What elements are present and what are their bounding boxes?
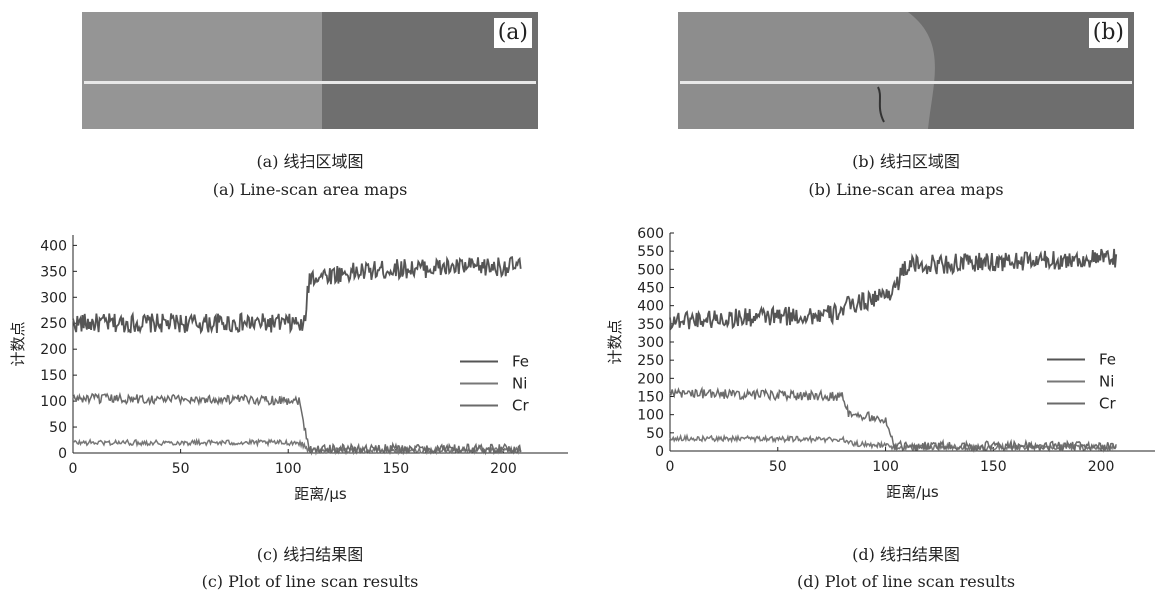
caption-d-en: (d) Plot of line scan results [796,572,1016,591]
scan-line-b [680,81,1132,84]
y-tick-label: 0 [58,446,67,462]
chart-c: 0 50 100 150 200 250 300 350 400 0 50 100 150 200 距离/μ… [9,235,568,503]
x-tick-label: 100 [872,459,899,475]
y-tick-label: 150 [40,368,67,384]
y-tick-label: 350 [40,264,67,280]
y-tick-label: 250 [40,316,67,332]
y-axis-label: 计数点 [9,321,27,366]
y-tick-label: 100 [637,408,664,424]
caption-b-cn: (b) 线扫区域图 [852,152,960,171]
chart-d: 0 50 100 150 200 250 300 350 400 450 500 550 600 0 50 1… [606,226,1155,501]
panel-tag-b: (b) [1088,18,1128,48]
x-tick-label: 50 [172,461,190,477]
caption-a-en: (a) Line-scan area maps [212,180,408,199]
x-tick-label: 0 [69,461,78,477]
series-line-fe [669,248,1118,331]
y-tick-label: 150 [637,390,664,406]
legend-label-fe: Fe [512,352,529,370]
series-line-fe [72,255,522,335]
y-tick-label: 300 [637,335,664,351]
panel-tag-a: (a) [493,18,532,48]
series-line-cr [72,391,522,456]
legend-label-fe: Fe [1099,350,1116,368]
x-tick-label: 100 [275,461,302,477]
caption-d-cn: (d) 线扫结果图 [852,545,960,564]
x-tick-label: 150 [980,459,1007,475]
y-tick-label: 400 [40,238,67,254]
y-tick-label: 450 [637,281,664,297]
series-line-ni [669,433,1117,453]
y-axis-label: 计数点 [606,319,624,364]
caption-a-cn: (a) 线扫区域图 [256,152,364,171]
y-tick-label: 50 [49,420,67,436]
y-tick-label: 400 [637,299,664,315]
legend-label-ni: Ni [1099,372,1114,390]
caption-b-en: (b) Line-scan area maps [808,180,1004,199]
y-tick-label: 300 [40,290,67,306]
line-scan-image-a: (a) [82,12,538,129]
legend-label-cr: Cr [1099,394,1116,412]
line-scan-image-b: (b) [678,12,1134,129]
x-tick-label: 0 [666,459,675,475]
series-line-ni [72,437,522,456]
x-tick-label: 200 [1088,459,1115,475]
x-tick-label: 50 [769,459,787,475]
legend-label-ni: Ni [512,374,527,392]
x-axis-label: 距离/μs [886,483,939,501]
y-tick-label: 550 [637,244,664,260]
legend-label-cr: Cr [512,396,529,414]
caption-c-cn: (c) 线扫结果图 [256,545,364,564]
x-axis-label: 距离/μs [294,485,347,503]
y-tick-label: 50 [646,426,664,442]
y-tick-label: 100 [40,394,67,410]
y-tick-label: 600 [637,226,664,242]
y-tick-label: 200 [40,342,67,358]
y-tick-label: 0 [655,444,664,460]
x-tick-label: 200 [490,461,517,477]
scan-line-a [84,81,536,84]
x-tick-label: 150 [382,461,409,477]
y-tick-label: 500 [637,262,664,278]
series-line-cr [669,385,1117,453]
y-tick-label: 200 [637,371,664,387]
y-tick-label: 350 [637,317,664,333]
caption-c-en: (c) Plot of line scan results [201,572,419,591]
y-tick-label: 250 [637,353,664,369]
